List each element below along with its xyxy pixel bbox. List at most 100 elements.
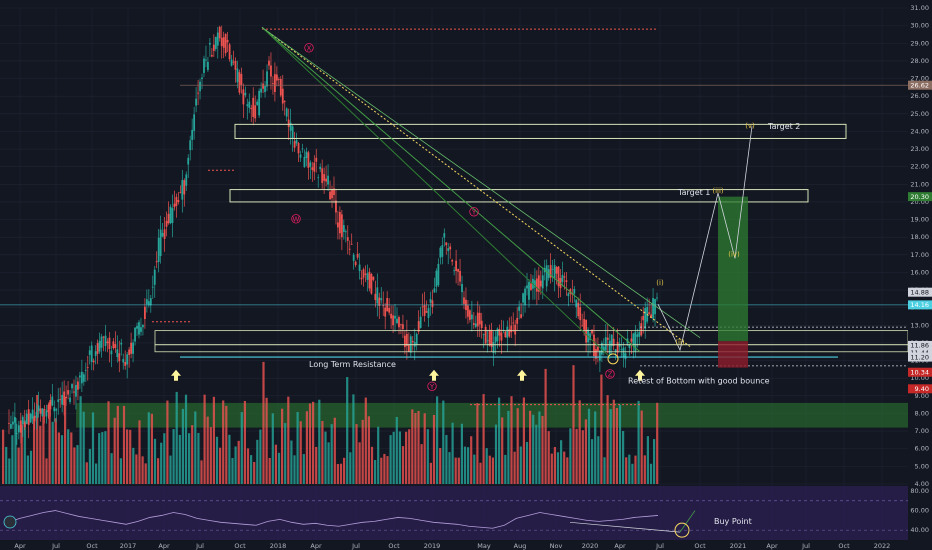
- candle-body: [634, 331, 637, 352]
- candle-body: [175, 196, 178, 206]
- time-tick-label: Oct: [694, 542, 706, 550]
- volume-bar: [57, 432, 60, 484]
- volume-bar: [163, 433, 166, 484]
- candle-body: [344, 231, 347, 233]
- volume-bar: [60, 435, 64, 484]
- candle-body: [338, 212, 341, 234]
- candle-body: [39, 408, 42, 414]
- candle-body: [370, 273, 373, 294]
- candle-body: [244, 92, 247, 96]
- support-up-arrow: [635, 369, 645, 381]
- candle-body: [502, 329, 505, 331]
- candle-body: [77, 381, 79, 390]
- candle-body: [157, 237, 160, 262]
- volume-bar: [501, 417, 504, 484]
- candle-body: [159, 229, 162, 256]
- volume-bar: [349, 452, 352, 484]
- candle-body: [210, 55, 213, 57]
- volume-bar: [147, 412, 150, 484]
- candle-body: [295, 139, 298, 144]
- time-tick-label: Jul: [655, 542, 664, 550]
- volume-bar: [417, 411, 420, 484]
- candle-body: [140, 327, 142, 332]
- time-tick-label: May: [477, 542, 491, 550]
- volume-bar: [479, 462, 482, 484]
- candle-body: [84, 369, 87, 371]
- candle-body: [281, 88, 284, 104]
- candle-body: [563, 276, 566, 278]
- candle-body: [551, 268, 554, 270]
- candle-body: [248, 101, 251, 108]
- candle-body: [270, 65, 272, 77]
- candle-body: [431, 300, 434, 308]
- candle-body: [35, 411, 38, 418]
- candle-body: [478, 312, 481, 325]
- volume-bar: [432, 414, 436, 484]
- volume-bar: [48, 402, 51, 484]
- candle-body: [388, 308, 391, 313]
- retest-label: Retest of Bottom with good bounce: [628, 377, 770, 386]
- volume-bar: [643, 455, 646, 484]
- candle-body: [628, 344, 631, 349]
- price-tick-label: 21.00: [910, 180, 929, 188]
- volume-bar: [429, 462, 432, 484]
- volume-bar: [122, 405, 126, 484]
- candle-body: [508, 329, 511, 337]
- volume-bar: [637, 400, 640, 484]
- candle-body: [579, 307, 582, 321]
- price-tick-label: 19.00: [910, 216, 929, 224]
- volume-bar: [104, 431, 107, 484]
- candle-body: [407, 344, 410, 352]
- candle-body: [366, 273, 369, 280]
- volume-bar: [488, 455, 491, 484]
- volume-bar: [29, 450, 33, 484]
- volume-bar: [188, 433, 191, 484]
- candle-body: [149, 298, 152, 306]
- volume-bar: [45, 458, 48, 484]
- candle-body: [254, 105, 257, 119]
- candle-body: [86, 367, 89, 369]
- candle-body: [41, 408, 44, 417]
- candle-body: [67, 390, 69, 395]
- candle-body: [100, 336, 103, 348]
- candle-body: [272, 83, 274, 85]
- volume-bar: [346, 377, 349, 484]
- volume-bar: [166, 400, 169, 484]
- candle-body: [392, 315, 394, 326]
- volume-bar: [649, 463, 653, 484]
- rsi-line: [7, 510, 659, 529]
- volume-bar: [615, 408, 618, 484]
- support-up-arrow: [171, 369, 181, 381]
- volume-bar: [228, 434, 231, 484]
- volume-bar: [126, 429, 129, 484]
- volume-bar: [377, 426, 380, 484]
- candle-body: [151, 286, 154, 288]
- candle-body: [591, 329, 593, 334]
- candle-body: [618, 343, 621, 347]
- volume-bar: [411, 409, 414, 484]
- candle-body: [212, 44, 215, 51]
- candle-body: [530, 283, 532, 290]
- volume-bar: [36, 395, 39, 484]
- candle-body: [189, 140, 192, 150]
- candle-body: [17, 425, 20, 433]
- candle-body: [494, 336, 497, 343]
- price-label-box: [908, 300, 932, 310]
- volume-bar: [339, 463, 343, 484]
- candles: [8, 25, 658, 445]
- candle-body: [132, 342, 134, 354]
- candle-body: [29, 413, 32, 423]
- candle-body: [197, 92, 199, 94]
- candle-body: [155, 261, 158, 263]
- candle-body: [75, 384, 77, 397]
- wave-marker-circle: [605, 369, 615, 379]
- volume-bar: [330, 424, 333, 484]
- candle-body: [490, 329, 493, 347]
- volume-bar: [485, 448, 488, 484]
- candle-body: [305, 151, 308, 159]
- volume-bar: [436, 396, 439, 484]
- volume-bar: [178, 434, 181, 484]
- candle-body: [214, 36, 217, 49]
